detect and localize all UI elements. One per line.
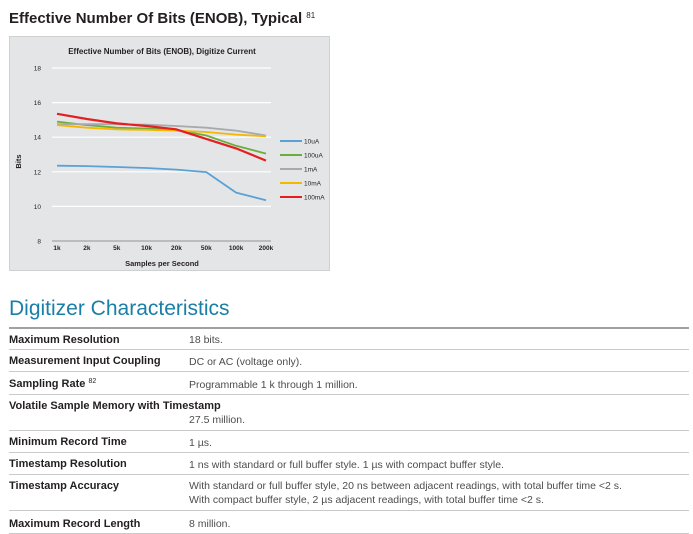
row-value: 8 million.: [189, 518, 231, 530]
characteristics-table: Maximum Resolution 18 bits. Measurement …: [9, 329, 689, 534]
section-title: Effective Number Of Bits (ENOB), Typical…: [9, 10, 315, 27]
enob-chart: 8 10 12 14 16 18 1k 2k 5k 10k 20k 50k 100k 200k Effect…: [9, 36, 330, 271]
row-value: 1 µs.: [189, 437, 212, 449]
row-label: Maximum Record Length: [9, 518, 141, 530]
x-tick-label: 20k: [171, 245, 182, 252]
row-value: With standard or full buffer style, 20 n…: [189, 480, 622, 492]
row-value-line2: With compact buffer style, 2 µs adjacent…: [189, 494, 544, 506]
table-row: Maximum Record Length 8 million.: [9, 511, 689, 534]
section-title-text: Effective Number Of Bits (ENOB), Typical: [9, 10, 303, 27]
y-tick-label: 12: [34, 169, 42, 176]
plot-area: [52, 68, 271, 241]
row-value: DC or AC (voltage only).: [189, 356, 303, 368]
table-row: Minimum Record Time 1 µs.: [9, 431, 689, 453]
x-tick-label: 5k: [113, 245, 121, 252]
row-label: Minimum Record Time: [9, 436, 127, 448]
x-tick-label: 50k: [201, 245, 212, 252]
footnote-marker: 81: [306, 11, 316, 20]
y-tick-label: 14: [34, 135, 42, 142]
row-value: 18 bits.: [189, 334, 223, 346]
table-row: Timestamp Resolution 1 ns with standard …: [9, 453, 689, 475]
series-line-1mA: [57, 123, 267, 137]
x-tick-label: 1k: [53, 245, 61, 252]
row-label: Maximum Resolution: [9, 334, 120, 346]
series-line-10uA: [56, 164, 267, 202]
row-label: Timestamp Resolution: [9, 458, 127, 470]
y-tick-label: 16: [34, 100, 42, 107]
row-label-text: Sampling Rate: [9, 378, 86, 390]
row-value: 1 ns with standard or full buffer style.…: [189, 459, 504, 471]
footnote-marker: 82: [88, 378, 97, 385]
legend-label: 10uA: [304, 139, 320, 146]
legend-label: 100mA: [304, 195, 325, 202]
series-line-10mA: [56, 124, 267, 138]
series-line-100uA: [56, 120, 267, 155]
x-tick-label: 200k: [259, 245, 274, 252]
legend-label: 100uA: [304, 153, 323, 160]
x-tick-label: 10k: [141, 245, 152, 252]
table-row: Sampling Rate 82 Programmable 1 k throug…: [9, 372, 689, 395]
row-label: Timestamp Accuracy: [9, 480, 120, 492]
chart-svg: 8 10 12 14 16 18 1k 2k 5k 10k 20k 50k 100k 200k Effect…: [14, 47, 325, 268]
legend-label: 1mA: [304, 167, 318, 174]
row-value: Programmable 1 k through 1 million.: [189, 379, 358, 391]
characteristics-title: Digitizer Characteristics: [9, 297, 230, 320]
y-tick-label: 18: [34, 66, 42, 73]
y-axis-label: Bits: [14, 154, 23, 168]
row-label: Measurement Input Coupling: [9, 355, 161, 367]
table-row: Volatile Sample Memory with Timestamp 27…: [9, 395, 689, 431]
series-line-100mA: [56, 112, 267, 162]
row-label: Volatile Sample Memory with Timestamp: [9, 400, 221, 412]
x-tick-label: 2k: [83, 245, 91, 252]
title-rule: [9, 327, 689, 329]
table-row: Maximum Resolution 18 bits.: [9, 329, 689, 350]
x-axis-label: Samples per Second: [125, 259, 199, 268]
y-tick-label: 10: [34, 204, 42, 211]
table-row: Timestamp Accuracy With standard or full…: [9, 475, 689, 511]
table-row: Measurement Input Coupling DC or AC (vol…: [9, 350, 689, 372]
row-label: Sampling Rate 82: [9, 378, 96, 390]
y-tick-label: 8: [37, 239, 41, 246]
legend-label: 10mA: [304, 181, 322, 188]
chart-title: Effective Number of Bits (ENOB), Digitiz…: [68, 47, 256, 56]
x-tick-label: 100k: [229, 245, 244, 252]
row-value: 27.5 million.: [189, 414, 246, 426]
